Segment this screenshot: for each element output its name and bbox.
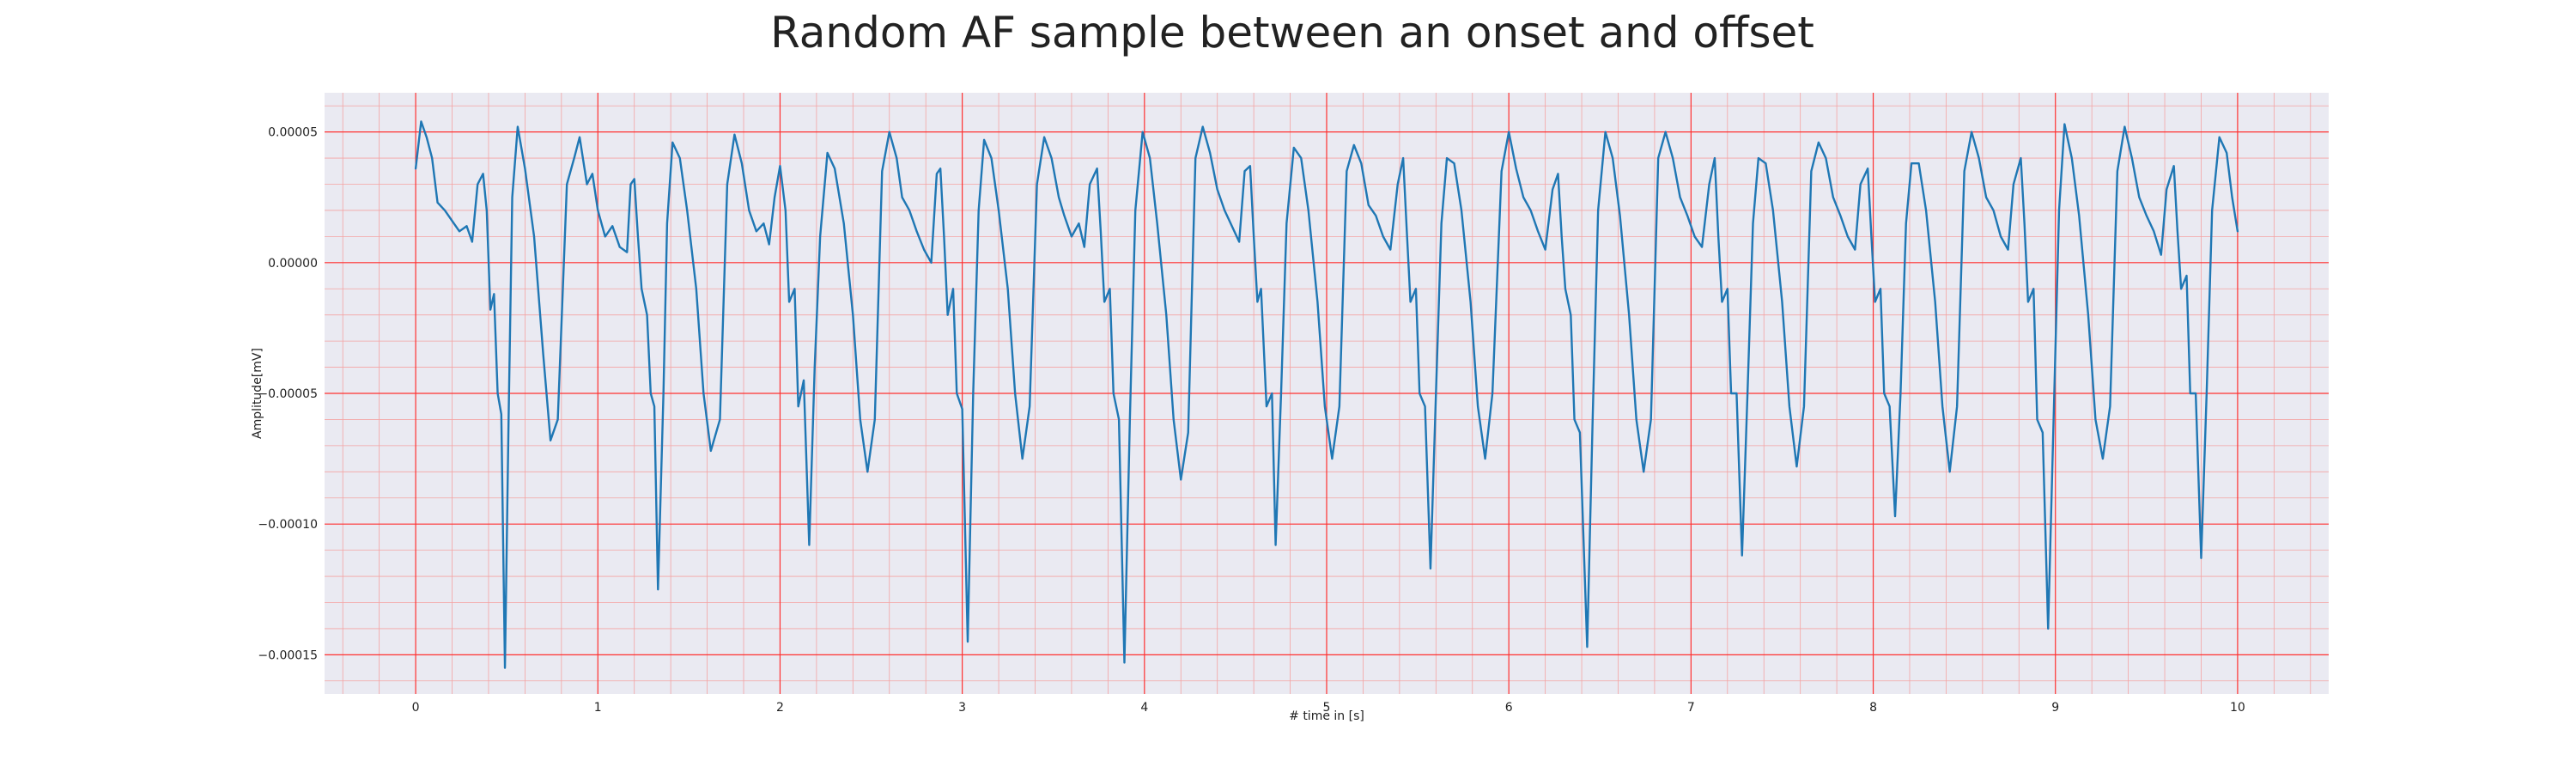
y-tick-label: 0.00005 — [268, 126, 318, 140]
x-tick-label: 6 — [1505, 701, 1513, 715]
x-axis-ticks: 0 1 2 3 4 5 6 7 8 9 10 — [412, 701, 2245, 715]
y-axis-ticks: 0.00005 0.00000 −0.00005 −0.00010 −0.00015 — [258, 126, 318, 663]
major-grid — [325, 93, 2329, 694]
x-axis-label: # time in [s] — [1289, 709, 1364, 723]
x-tick-label: 4 — [1140, 701, 1148, 715]
series-line — [414, 120, 2239, 669]
x-tick-label: 8 — [1869, 701, 1877, 715]
x-tick-label: 7 — [1687, 701, 1695, 715]
y-tick-label: −0.00005 — [258, 387, 318, 401]
x-tick-label: 3 — [958, 701, 966, 715]
chart-title: Random AF sample between an onset and of… — [770, 8, 1814, 58]
y-tick-label: −0.00010 — [258, 518, 318, 532]
x-tick-label: 5 — [1323, 701, 1331, 715]
y-tick-label: −0.00015 — [258, 648, 318, 662]
x-tick-label: 10 — [2230, 701, 2245, 715]
x-tick-label: 0 — [412, 701, 420, 715]
x-tick-label: 1 — [594, 701, 602, 715]
y-tick-label: 0.00000 — [268, 257, 318, 271]
y-axis-label: Amplitude[mV] — [251, 348, 264, 439]
x-tick-label: 2 — [776, 701, 784, 715]
x-tick-label: 9 — [2051, 701, 2059, 715]
